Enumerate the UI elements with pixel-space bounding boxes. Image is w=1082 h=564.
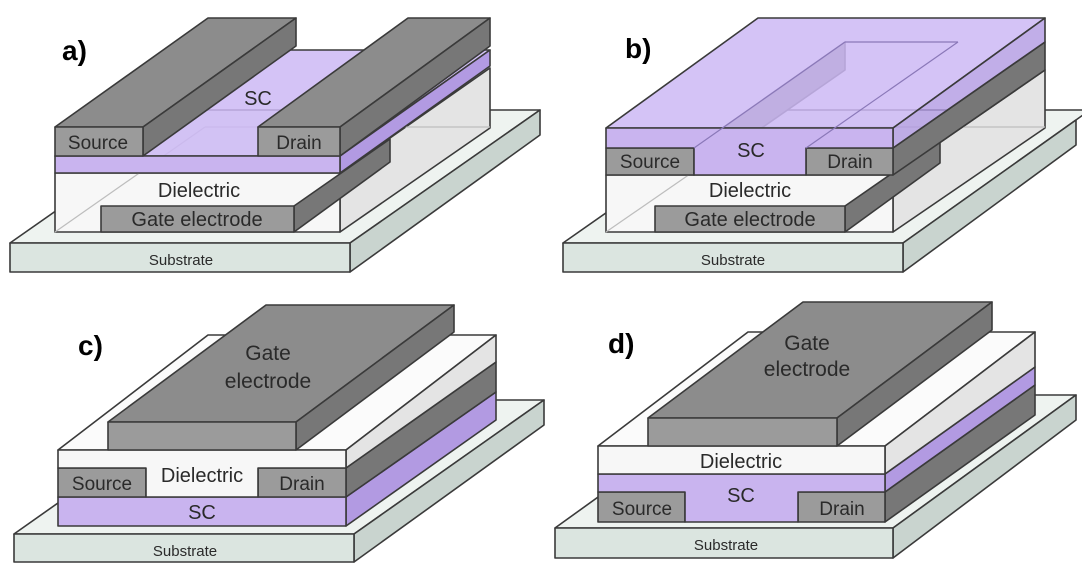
panel-a-gate-electrode bbox=[100, 138, 391, 233]
panel-d-substrate-label: Substrate bbox=[694, 537, 758, 554]
panel-a-source bbox=[54, 17, 297, 157]
panel-a: a) SC Source Drain Dielectric Gate elect… bbox=[9, 17, 541, 273]
panel-a-substrate-label: Substrate bbox=[149, 252, 213, 269]
panel-d: d) Gate electrode Dielectric SC Source D… bbox=[554, 301, 1077, 559]
panel-c-semiconductor bbox=[57, 391, 497, 527]
panel-a-drain bbox=[257, 17, 491, 157]
panel-d-sc-label: SC bbox=[727, 485, 755, 507]
panel-b-drain bbox=[805, 41, 1046, 176]
panel-a-letter: a) bbox=[62, 35, 87, 66]
panel-c-drain-label: Drain bbox=[279, 474, 324, 495]
panel-b-gate-label: Gate electrode bbox=[684, 209, 815, 231]
panel-a-source-label: Source bbox=[68, 133, 128, 154]
panel-b-substrate-label: Substrate bbox=[701, 252, 765, 269]
panel-b-source-label: Source bbox=[620, 152, 680, 173]
panel-c-source-label: Source bbox=[72, 474, 132, 495]
panel-b-gate-electrode bbox=[654, 139, 941, 233]
panel-c-gate-electrode bbox=[107, 304, 455, 451]
panel-c-letter: c) bbox=[78, 330, 103, 361]
panel-b-dielectric-label: Dielectric bbox=[709, 180, 791, 202]
panel-a-drain-label: Drain bbox=[276, 133, 321, 154]
panel-c-gate-label-line1: Gate bbox=[245, 342, 291, 365]
panel-d-source-label: Source bbox=[612, 499, 672, 520]
panel-b-drain-label: Drain bbox=[827, 152, 872, 173]
panel-d-gate-label-line2: electrode bbox=[764, 358, 850, 381]
panel-c-gate-label-line2: electrode bbox=[225, 370, 311, 393]
panel-c: c) Gate electrode Dielectric Source Drai… bbox=[13, 304, 545, 563]
panel-a-gate-label: Gate electrode bbox=[131, 209, 262, 231]
panel-d-dielectric-label: Dielectric bbox=[700, 451, 782, 473]
panel-d-gate-label-line1: Gate bbox=[784, 332, 830, 355]
panel-b-sc-label: SC bbox=[737, 140, 765, 162]
panel-b-semiconductor bbox=[605, 17, 1046, 176]
panel-b-letter: b) bbox=[625, 33, 651, 64]
panel-a-dielectric-label: Dielectric bbox=[158, 180, 240, 202]
panel-d-gate-electrode bbox=[647, 301, 993, 447]
panel-c-sc-label: SC bbox=[188, 502, 216, 524]
panel-d-letter: d) bbox=[608, 328, 634, 359]
panel-b: b) SC Source Drain Dielectric Gate elect… bbox=[562, 17, 1082, 273]
panel-c-dielectric-label: Dielectric bbox=[161, 465, 243, 487]
panel-a-sc-label: SC bbox=[244, 88, 272, 110]
panel-d-drain-label: Drain bbox=[819, 499, 864, 520]
panel-c-substrate-label: Substrate bbox=[153, 543, 217, 560]
